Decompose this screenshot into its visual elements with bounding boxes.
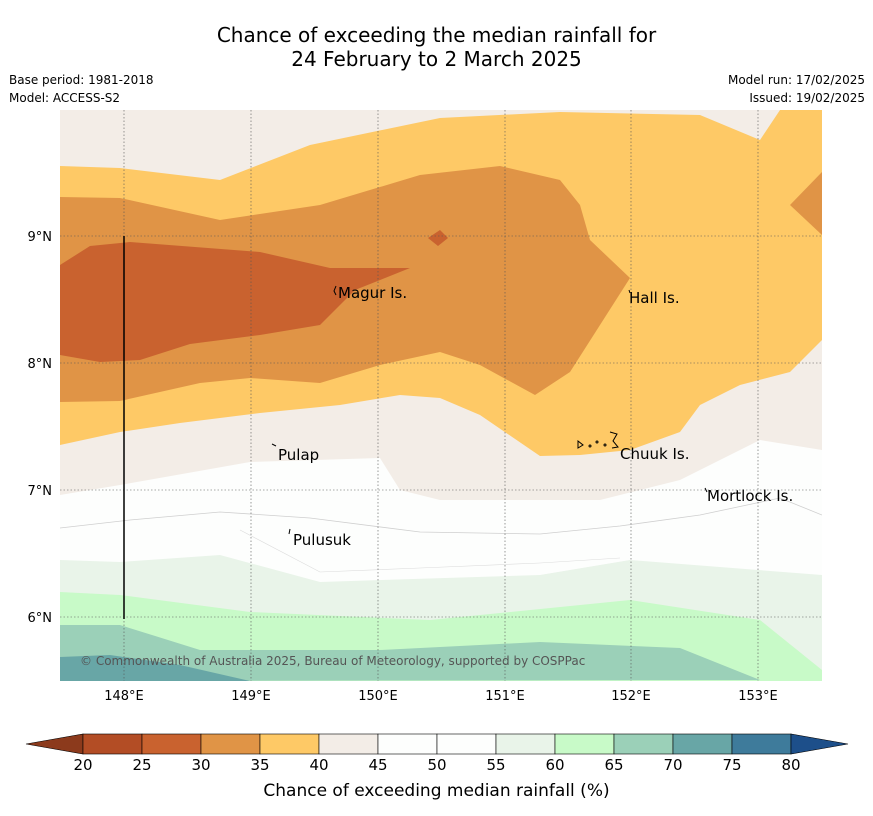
map-title-line2: 24 February to 2 March 2025 [291,47,582,71]
colorbar-tick-label: 40 [309,756,329,774]
place-label-magur: Magur Is. [338,284,407,302]
contour-55 [239,529,621,573]
lat-label-6n: 6°N [28,611,53,626]
band-70-75 [60,655,250,681]
colorbar-tick-label: 25 [132,756,152,774]
issued-text: Issued: 19/02/2025 [749,91,865,105]
lon-label-150: 150°E [358,689,398,704]
model-text: Model: ACCESS-S2 [9,91,121,105]
colorbar-segment [436,733,497,755]
place-label-pulusuk: Pulusuk [293,531,351,549]
colorbar-segment [318,733,379,755]
gridlines [60,110,822,681]
colorbar-segment [554,733,615,755]
colorbar-over-arrow [790,733,849,755]
colorbar-tick-label: 30 [191,756,211,774]
base-period-text: Base period: 1981-2018 [9,73,154,87]
lon-label-148: 148°E [104,689,144,704]
colorbar-under-arrow [25,733,84,755]
colorbar-tick-label: 50 [427,756,447,774]
colorbar-segment [672,733,733,755]
colorbar-tick-label: 80 [781,756,801,774]
colorbar-segment [82,733,143,755]
colorbar-segment [731,733,792,755]
meta-left: Base period: 1981-2018 Model: ACCESS-S2 [9,71,154,107]
colorbar-segment [377,733,438,755]
lat-label-7n: 7°N [28,484,53,499]
lon-label-152: 152°E [611,689,651,704]
colorbar-tick-label: 75 [722,756,742,774]
contour-50 [60,497,822,535]
colorbar-tick-label: 65 [604,756,624,774]
model-run-text: Model run: 17/02/2025 [727,73,865,87]
colorbar-segment [141,733,202,755]
band-30-35-east [790,172,822,235]
colorbar-tick-label: 35 [250,756,270,774]
colorbar-segment [495,733,556,755]
place-label-chuuk: Chuuk Is. [620,445,689,463]
contour-layers [60,110,822,681]
colorbar-tick-label: 45 [368,756,388,774]
colorbar-segment [613,733,674,755]
island-shapes [271,285,708,535]
colorbar-segment [259,733,320,755]
copyright-text: © Commonwealth of Australia 2025, Bureau… [80,654,585,668]
place-label-hall: Hall Is. [629,289,680,307]
colorbar-tick-label: 55 [486,756,506,774]
colorbar-tick-label: 60 [545,756,565,774]
place-label-pulap: Pulap [278,446,319,464]
map-title-line1: Chance of exceeding the median rainfall … [216,23,657,47]
lon-label-149: 149°E [231,689,271,704]
place-label-mortlock: Mortlock Is. [707,487,793,505]
lon-label-153: 153°E [738,689,778,704]
lon-label-151: 151°E [485,689,525,704]
colorbar-segment [200,733,261,755]
colorbar [25,733,849,755]
band-25-30 [60,242,410,362]
colorbar-tick-label: 70 [663,756,683,774]
band-65-70 [60,625,760,681]
meta-right: Model run: 17/02/2025 Issued: 19/02/2025 [728,71,865,107]
colorbar-tick-label: 20 [73,756,93,774]
colorbar-label: Chance of exceeding median rainfall (%) [263,781,610,801]
band-25-30-patch [428,230,448,246]
lat-label-8n: 8°N [28,357,53,372]
lat-label-9n: 9°N [28,230,53,245]
